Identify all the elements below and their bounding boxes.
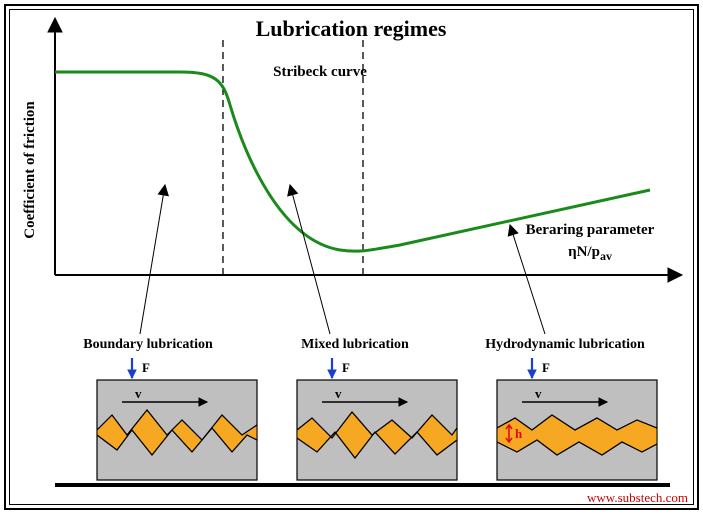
x-axis-label-2: ηN/pav bbox=[568, 244, 612, 263]
label-boundary: Boundary lubrication bbox=[83, 337, 213, 352]
block-mixed bbox=[297, 380, 457, 480]
x-axis-label-1: Beraring parameter bbox=[526, 222, 655, 238]
chart-title: Lubrication regimes bbox=[256, 16, 447, 41]
film-label: h bbox=[515, 426, 523, 441]
force-label: F bbox=[142, 360, 150, 375]
force-label: F bbox=[342, 360, 350, 375]
label-hydro: Hydrodynamic lubrication bbox=[485, 337, 645, 352]
velocity-label: v bbox=[135, 386, 142, 401]
y-axis-label: Coefficient of friction bbox=[22, 101, 38, 239]
label-mixed: Mixed lubrication bbox=[301, 337, 409, 352]
chart-subtitle: Stribeck curve bbox=[273, 64, 367, 80]
attribution: www.substech.com bbox=[587, 490, 688, 505]
block-boundary bbox=[97, 380, 257, 480]
velocity-label: v bbox=[535, 386, 542, 401]
force-label: F bbox=[542, 360, 550, 375]
velocity-label: v bbox=[335, 386, 342, 401]
